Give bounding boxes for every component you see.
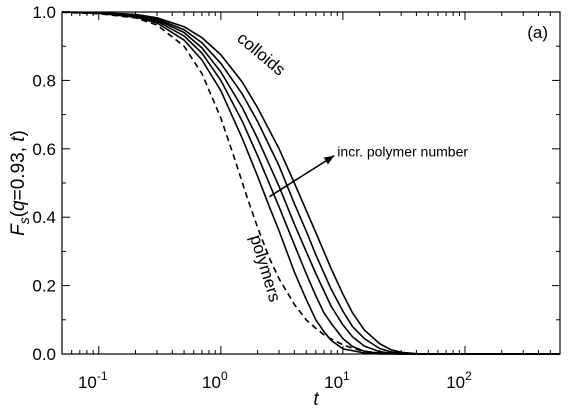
colloid-curve-2 [61,11,560,355]
arrow-shaft [269,155,335,198]
y-title-subscript: s [16,217,32,224]
polymers-label: polymers [246,233,284,305]
x-tick-label: 102 [446,369,472,392]
tick-labels: 10-1 100 101 102 0.0 0.2 0.4 0.6 0.8 1.0 [32,3,472,392]
y-tick-label: 0.0 [32,345,56,364]
arrow-head [323,155,335,165]
y-title-t: t [8,136,29,142]
y-title-q: q [8,200,29,211]
axis-ticks [61,11,561,355]
y-title-base: F [8,223,29,236]
y-tick-label: 0.8 [32,71,56,90]
colloid-curve-3 [61,11,560,355]
y-tick-label: 0.2 [32,277,56,296]
panel-label: (a) [527,23,548,42]
y-title-open: ( [8,210,29,217]
data-series [61,11,560,355]
colloid-curve-5 [61,11,560,355]
y-title-close: ) [8,130,29,136]
y-tick-label: 0.4 [32,208,56,227]
y-tick-label: 0.6 [32,140,56,159]
colloids-label: colloids [233,29,289,80]
x-axis-title: t [313,389,319,410]
polymer-curve [61,11,560,355]
x-tick-label: 101 [324,369,350,392]
plot-frame [61,11,561,355]
y-tick-label: 1.0 [32,3,56,22]
x-tick-label: 100 [202,369,228,392]
x-tick-label: 10-1 [78,369,108,392]
y-title-q-value: =0.93, [8,142,29,201]
colloid-curve-1 [61,11,560,355]
arrow-label: incr. polymer number [337,144,468,160]
y-axis-title: Fs(q=0.93, t) [8,130,32,236]
annotations: colloids polymers incr. polymer number [233,29,468,305]
colloid-curve-4 [61,11,560,355]
